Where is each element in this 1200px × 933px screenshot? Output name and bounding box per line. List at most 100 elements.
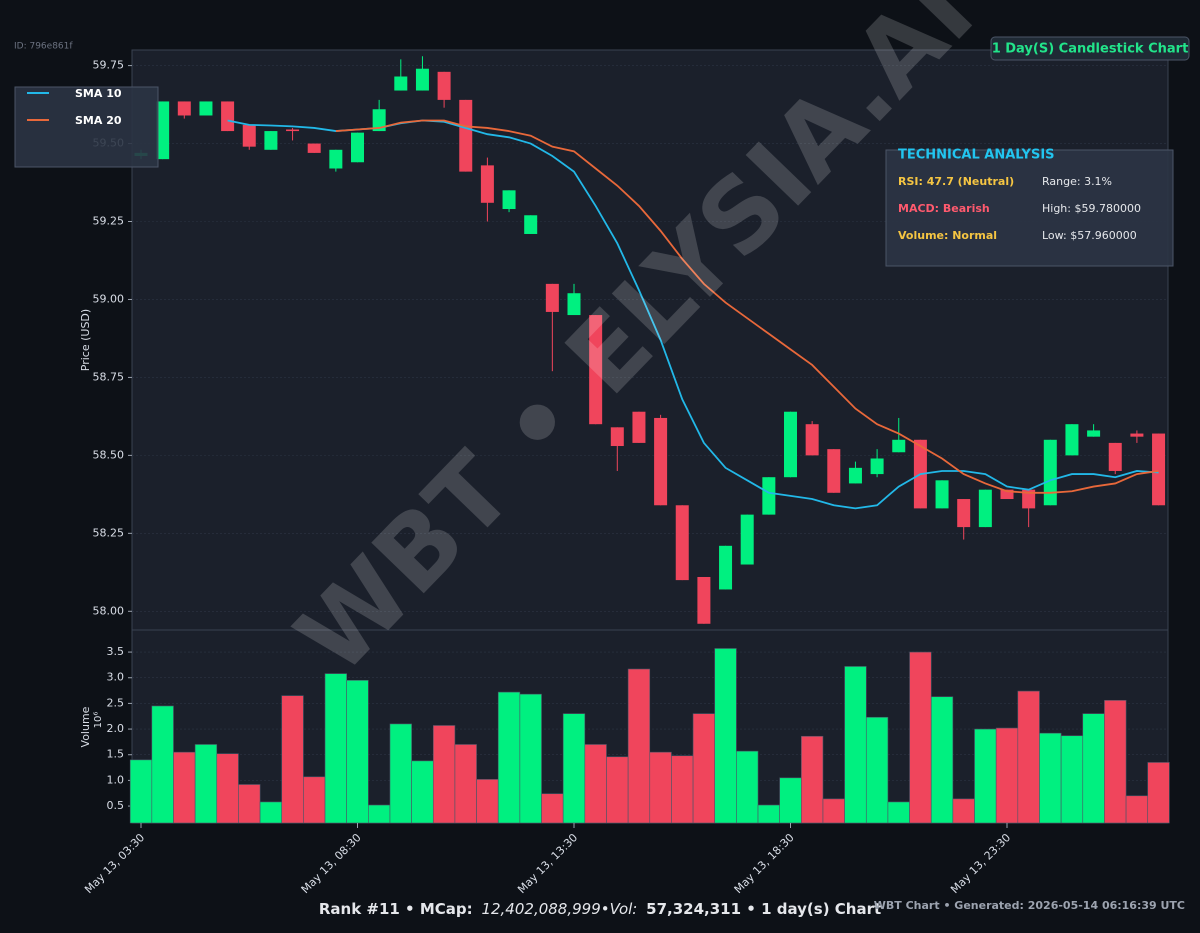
candle-body [177,101,191,116]
candle-body [1000,489,1014,500]
volume-bar [930,696,954,824]
y-tick-label: 1.0 [107,773,125,786]
footer: Rank #11 • MCap: 12,402,088,999•Vol: 57,… [319,900,881,918]
volume-bar [844,666,867,824]
volume-bar [887,801,910,824]
ta-rows: RSI: 47.7 (Neutral) Range: 3.1% MACD: Bear… [898,175,1141,242]
candle-body [892,439,906,453]
ta-indicator: Volume: Normal [898,229,997,242]
volume-bar [151,705,174,824]
ta-box [885,149,1174,267]
y-tick-label: 59.75 [93,59,125,72]
candle-body [394,76,408,91]
y-tick-label: 3.0 [107,671,125,684]
y-tick-label: 59.25 [93,215,125,228]
candle-body [351,132,364,163]
volume-bar [541,793,564,824]
footer-part: 57,324,311 • 1 day(s) Chart [646,900,881,918]
candle-body [1022,489,1036,509]
volume-bar [865,716,889,824]
volume-bar [627,668,651,824]
volume-bar [216,753,239,824]
ta-indicator: MACD: Bearish [898,202,990,215]
volume-bar [692,713,716,824]
volume-bar [259,801,283,824]
candle-body [1152,433,1166,506]
candle-body [459,99,473,172]
y-tick-label: 2.0 [107,722,125,735]
volume-bar [519,693,542,824]
volume-bar [303,776,326,824]
candle-body [1043,439,1057,506]
y-tick-label: 59.00 [93,292,125,305]
volume-bar [194,744,218,824]
volume-bar [238,784,261,824]
volume-bar [497,691,521,824]
sma-line [335,119,1159,494]
candle-body [1065,424,1079,456]
candle-body [524,215,538,234]
y-tick-label: 2.5 [107,696,125,709]
volume-bar [129,759,153,824]
volume-offset: 10⁶ [93,712,104,729]
y-tick-label: 58.25 [93,526,125,539]
legend-label: SMA 20 [75,114,122,127]
volume-bar [454,744,477,824]
candle-body [1130,433,1144,437]
ta-title: TECHNICAL ANALYSIS [898,148,1055,163]
volume-bar [671,755,694,824]
legend-label: SMA 10 [75,87,122,100]
candle-body [502,190,516,210]
candle-body [675,505,689,581]
candle-body [870,458,884,475]
candle-body [415,68,429,91]
ta-stat: High: $59.780000 [1042,202,1141,215]
volume-bar [346,680,369,824]
volume-bar [584,744,607,824]
volume-bar [1039,732,1062,824]
candle-body [589,315,603,425]
volume-bar [1125,795,1149,824]
volume-bar [974,728,997,824]
volume-bar [324,673,347,824]
candle-body [632,411,646,443]
volume-axis-label: Volume [79,706,92,747]
volume-bar [649,751,672,824]
footer-right: WBT Chart • Generated: 2026-05-14 06:16:… [874,899,1185,912]
volume-bar [432,725,456,824]
candle-body [805,424,819,456]
footer-part: 12,402,088,999•Vol: [481,900,637,918]
candle-body [935,480,949,509]
y-tick-label: 3.5 [107,645,125,658]
volume-bar [779,777,802,824]
badge: 1 Day(S) Candlestick Chart [992,42,1189,57]
volume-bar [1082,713,1105,824]
candle-body [264,131,278,150]
candle-body [372,109,386,132]
y-tick-label: 58.00 [93,604,125,617]
volume-bar [1104,700,1127,824]
volume-bar [606,756,629,824]
candle-body [827,449,841,493]
volume-bar [411,760,434,824]
candle-body [1087,430,1101,437]
volume-bar [476,779,499,824]
id-label: ID: 796e861f [14,42,73,52]
candle-body [199,101,213,116]
badge-box [990,36,1190,61]
volume-bar [1060,735,1084,824]
candle-body [762,477,776,515]
candle-body [848,467,862,484]
candle-body [784,411,797,478]
footer-part: Rank #11 • MCap: [319,900,473,918]
candle-body [719,545,733,590]
plot: 58.0058.2558.5058.7559.0059.2559.5059.75… [82,56,1170,896]
volume-bar [1017,690,1040,824]
volume-bar [562,713,586,824]
volume-bar [389,723,412,824]
candle-body [610,427,624,447]
volume-bar [995,727,1019,824]
y-tick-label: 58.75 [93,370,125,383]
volume-bar [736,750,759,824]
